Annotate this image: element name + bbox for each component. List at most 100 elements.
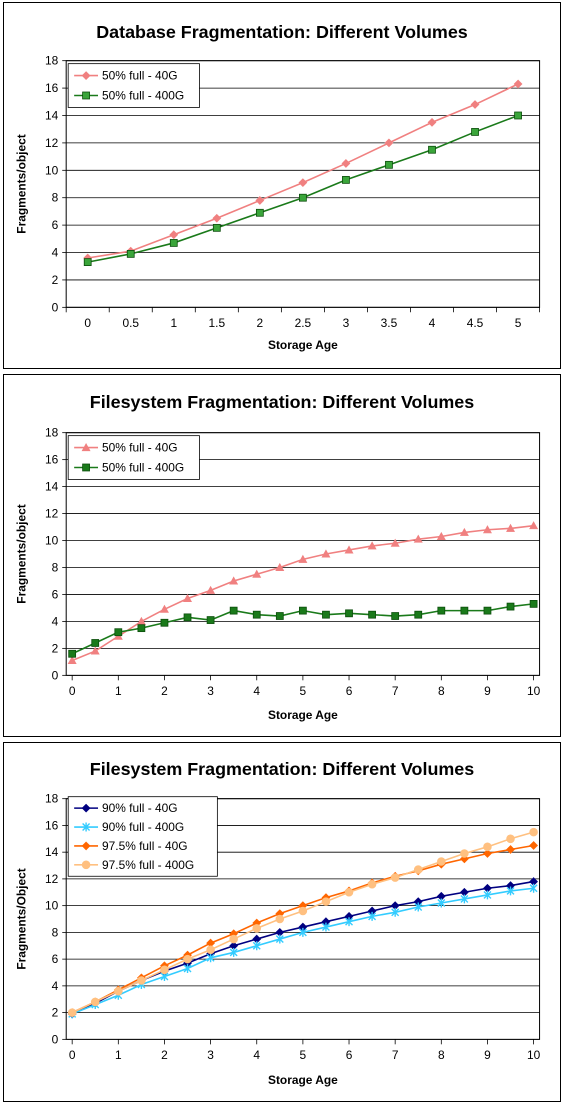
- x-tick-label: 4: [429, 316, 436, 330]
- plot-area: [65, 432, 541, 676]
- data-point: [345, 609, 353, 618]
- data-point: [90, 997, 100, 1007]
- data-point: [67, 1008, 77, 1017]
- x-tick-label: 5: [515, 316, 522, 330]
- y-tick-label: 4: [52, 614, 59, 628]
- data-point: [342, 176, 350, 184]
- series-2: [68, 883, 538, 1019]
- data-point: [344, 545, 354, 554]
- x-tick-label: 4: [253, 684, 260, 698]
- y-tick-label: 10: [45, 163, 59, 177]
- data-point: [414, 902, 423, 912]
- x-tick-label: 7: [392, 684, 399, 698]
- data-point: [321, 549, 331, 558]
- y-tick-label: 14: [45, 845, 59, 859]
- legend-box: [67, 435, 200, 480]
- data-point: [367, 541, 377, 550]
- data-point: [160, 965, 169, 975]
- legend-entry: 90% full - 40G: [102, 801, 178, 815]
- legend-entry: 97.5% full - 400G: [102, 858, 194, 872]
- data-point: [298, 178, 308, 188]
- x-tick-label: 9: [484, 1048, 491, 1062]
- data-point: [344, 888, 354, 897]
- y-tick-label: 8: [52, 560, 59, 574]
- y-tick-label: 14: [45, 108, 59, 122]
- x-tick-label: 3: [207, 684, 214, 698]
- y-axis-label: Fragments/object: [15, 504, 29, 603]
- x-tick-label: 2.5: [295, 316, 312, 330]
- data-point: [183, 613, 192, 622]
- data-point: [68, 649, 77, 658]
- y-axis-label: Fragments/object: [15, 134, 29, 233]
- data-point: [460, 894, 469, 904]
- chart-filesystem-fragmentation-90: Filesystem Fragmentation: Different Volu…: [15, 759, 541, 1087]
- legend-entry: 50% full - 40G: [102, 69, 178, 83]
- data-point: [275, 562, 285, 571]
- y-tick-label: 12: [45, 872, 59, 886]
- data-point: [229, 606, 238, 615]
- y-tick-label: 8: [52, 925, 59, 939]
- x-tick-label: 4: [253, 1048, 260, 1062]
- data-point: [137, 624, 146, 633]
- x-tick-label: 5: [300, 684, 307, 698]
- data-point: [298, 927, 307, 937]
- data-point: [299, 193, 307, 202]
- data-point: [428, 145, 436, 154]
- legend-marker: [82, 463, 90, 472]
- chart-title: Database Fragmentation: Different Volume…: [96, 22, 468, 42]
- data-point: [414, 610, 423, 619]
- data-point: [483, 849, 492, 858]
- y-tick-label: 18: [45, 54, 59, 68]
- chart-title: Filesystem Fragmentation: Different Volu…: [90, 392, 474, 412]
- data-point: [126, 250, 135, 258]
- data-point: [391, 612, 400, 620]
- data-point: [483, 890, 492, 900]
- data-point: [529, 883, 538, 893]
- y-tick-label: 10: [45, 534, 59, 548]
- y-tick-label: 6: [52, 952, 59, 966]
- data-point: [136, 616, 146, 625]
- data-point: [506, 523, 516, 532]
- data-point: [506, 845, 515, 854]
- data-point: [229, 576, 239, 585]
- legend-marker: [81, 803, 91, 813]
- data-point: [212, 213, 222, 223]
- x-tick-label: 6: [346, 684, 353, 698]
- x-tick-label: 8: [438, 684, 445, 698]
- y-tick-label: 0: [52, 1032, 59, 1046]
- x-tick-label: 8: [438, 1048, 445, 1062]
- data-point: [169, 230, 179, 240]
- data-point: [114, 986, 123, 996]
- legend-marker: [82, 91, 90, 100]
- x-tick-label: 3.5: [381, 316, 398, 330]
- data-point: [413, 865, 423, 874]
- data-point: [460, 849, 469, 858]
- series-line: [71, 524, 534, 662]
- data-point: [255, 208, 264, 217]
- x-tick-label: 2: [161, 1048, 168, 1062]
- data-point: [384, 138, 394, 148]
- data-point: [206, 945, 215, 955]
- y-tick-label: 18: [45, 426, 59, 440]
- x-axis-label: Storage Age: [268, 1073, 338, 1087]
- data-point: [229, 947, 238, 957]
- data-point: [169, 239, 178, 247]
- data-point: [298, 906, 308, 916]
- data-point: [460, 606, 469, 615]
- y-tick-label: 0: [52, 668, 59, 682]
- data-point: [321, 922, 330, 932]
- y-tick-label: 6: [52, 218, 59, 232]
- data-point: [506, 886, 515, 896]
- data-point: [390, 873, 400, 882]
- data-point: [437, 857, 446, 866]
- series-line: [87, 83, 519, 259]
- data-point: [437, 606, 446, 615]
- data-point: [183, 954, 192, 964]
- legend-marker: [81, 860, 91, 870]
- legend-entry: 50% full - 400G: [102, 460, 184, 474]
- data-point: [255, 196, 265, 205]
- chart-database-fragmentation: Database Fragmentation: Different Volume…: [15, 22, 541, 352]
- data-point: [345, 917, 353, 927]
- y-tick-label: 2: [52, 273, 59, 287]
- data-point: [322, 610, 330, 619]
